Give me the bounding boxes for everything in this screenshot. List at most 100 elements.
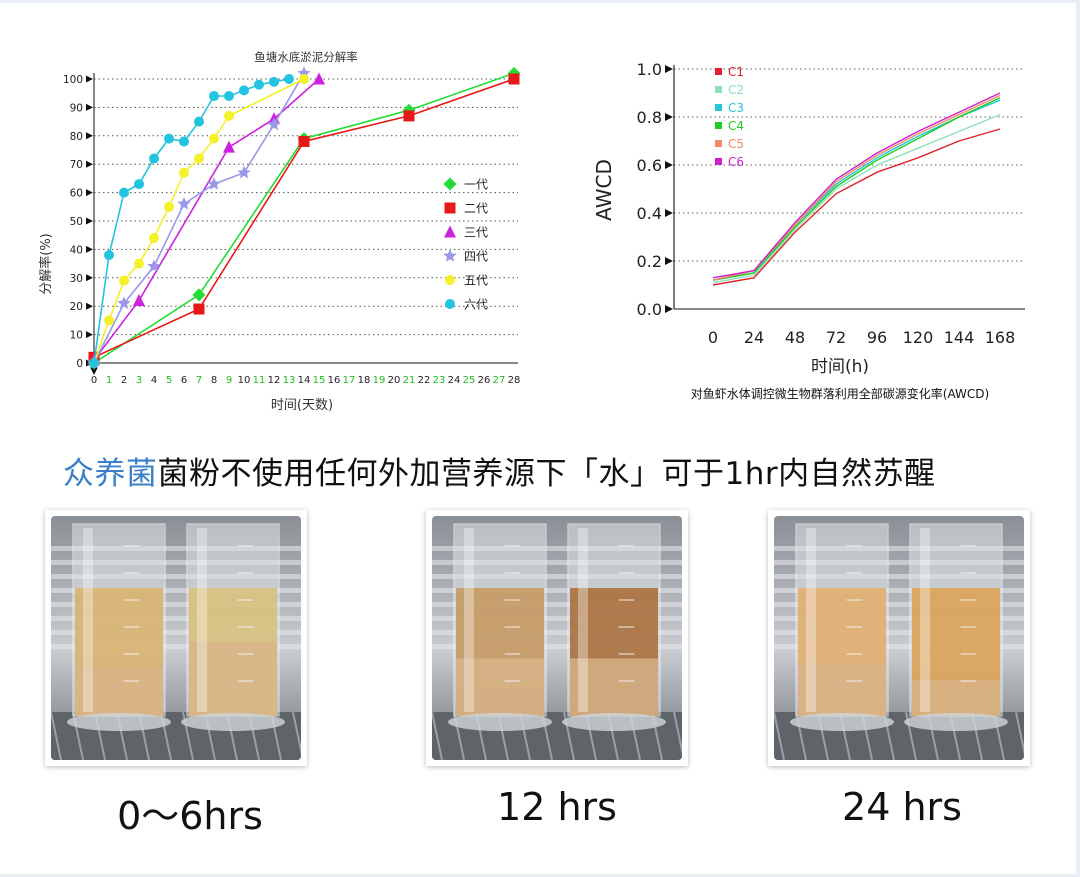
chart2-series — [712, 92, 1001, 286]
chart2-legend-marker — [715, 68, 722, 75]
shelf-stripe — [774, 630, 1024, 635]
chart1-x-tick-arrow — [90, 367, 98, 375]
chart1-x-tick-label: 24 — [448, 375, 461, 386]
chart1-y-tick-label: 50 — [70, 216, 83, 228]
chart1-legend-marker — [443, 249, 457, 262]
shelf-stripe — [51, 644, 301, 649]
chart1-point — [194, 153, 204, 164]
chart2-legend-marker — [715, 122, 722, 129]
chart2-ylabel: AWCD — [592, 159, 616, 221]
chart1-point — [133, 294, 145, 307]
chart2-caption: 对鱼虾水体调控微生物群落利用全部碳源变化率(AWCD) — [691, 386, 989, 401]
shelf-stripe — [51, 588, 301, 593]
chart2-series-line-6 — [712, 92, 1001, 279]
chart1-point — [177, 197, 191, 210]
chart1-point — [149, 233, 159, 244]
chart1-legend-label: 三代 — [464, 226, 488, 240]
cylinder-highlight — [464, 528, 474, 712]
shelf-stripe — [432, 602, 682, 607]
chart1-point — [134, 179, 144, 190]
shelf-stripe — [432, 630, 682, 635]
photo-0-6hrs — [45, 510, 307, 766]
chart1-point — [254, 79, 264, 90]
chart1-series — [87, 66, 521, 370]
chart1-y-tick-arrow — [86, 245, 93, 253]
chart1-y-tick-arrow — [86, 160, 93, 168]
chart2-axes — [673, 65, 1025, 310]
chart2-y-tick-label: 1.0 — [637, 60, 662, 79]
chart2-x-tick-label: 48 — [785, 328, 805, 347]
chart2-x-tick-label: 144 — [944, 328, 975, 347]
chart1-title: 鱼塘水底淤泥分解率 — [254, 50, 358, 64]
chart2-y-tick-arrow — [665, 209, 673, 217]
chart1-legend-label: 二代 — [464, 202, 488, 216]
cylinder-base — [904, 713, 1008, 731]
chart1-x-tick-label: 23 — [433, 375, 446, 386]
chart1-x-tick-label: 6 — [181, 375, 187, 386]
chart2-y-tick-label: 0.0 — [637, 300, 662, 319]
chart1-x-tick-label: 25 — [463, 375, 476, 386]
chart2-xlabel: 时间(h) — [811, 357, 869, 377]
chart1-point — [224, 91, 234, 102]
chart2-x-tick-label: 168 — [985, 328, 1016, 347]
chart2-y-tick-label: 0.2 — [637, 252, 662, 271]
chart1-legend-label: 一代 — [464, 178, 488, 192]
top-border — [0, 0, 1080, 3]
chart1-x-tick-label: 19 — [373, 375, 386, 386]
chart1-legend-label: 五代 — [464, 274, 488, 288]
chart1-point — [164, 133, 174, 144]
chart1-x-tick-label: 26 — [478, 375, 491, 386]
shelf-stripe — [432, 644, 682, 649]
chart2-series-line-3 — [712, 99, 1001, 281]
chart1-point — [239, 85, 249, 96]
cylinder-highlight — [83, 528, 93, 712]
chart1-y-tick-label: 80 — [70, 131, 83, 143]
chart2-series-line-5 — [712, 94, 1001, 281]
awcd-chart: 0.0 0.2 0.4 0.6 0.8 1.0 0 24 48 72 96 120 144 168 C1… — [592, 60, 1025, 401]
chart1-y-tick-label: 90 — [70, 102, 83, 114]
chart2-legend-label: C4 — [728, 119, 744, 133]
chart1-point — [119, 187, 129, 198]
chart1-point — [508, 73, 520, 85]
chart1-point — [149, 153, 159, 164]
chart1-series-line-2 — [93, 78, 515, 359]
chart1-y-tick-label: 10 — [70, 330, 83, 342]
chart1-y-tick-arrow — [86, 302, 93, 310]
shelf-stripe — [774, 616, 1024, 621]
chart1-x-tick-label: 0 — [91, 375, 97, 386]
chart2-y-tick-arrow — [665, 65, 673, 73]
chart1-series-line-3 — [93, 78, 320, 361]
cylinder-scene — [432, 516, 682, 760]
cylinder-sediment — [189, 641, 277, 716]
chart1-x-tick-label: 1 — [106, 375, 112, 386]
cylinder-highlight — [578, 528, 588, 712]
cylinder-photo — [432, 516, 682, 760]
chart1-x-tick-label: 17 — [343, 375, 356, 386]
chart1-point — [403, 110, 415, 122]
cylinder-highlight — [197, 528, 207, 712]
shelf-stripe — [432, 588, 682, 593]
cylinder-photo — [51, 516, 301, 760]
chart1-xlabel: 时间(天数) — [271, 398, 333, 413]
chart1-series-line-1 — [93, 72, 515, 364]
caption-0-6hrs: 0～6hrs — [117, 794, 263, 838]
chart1-legend-label: 四代 — [464, 250, 488, 264]
chart1-x-tick-label: 10 — [238, 375, 251, 386]
chart1-y-tick-arrow — [86, 274, 93, 282]
rack-wire — [432, 711, 443, 760]
chart1-y-tick-label: 30 — [70, 273, 83, 285]
chart1-point — [119, 275, 129, 286]
chart1-point — [89, 358, 99, 368]
chart1-point — [237, 165, 251, 179]
chart2-x-tick-label: 72 — [826, 328, 846, 347]
chart1-y-tick-label: 20 — [70, 301, 83, 313]
chart1-point — [299, 74, 309, 84]
chart1-x-tick-label: 15 — [313, 375, 326, 386]
shelf-stripe — [432, 546, 682, 551]
chart1-x-tick-label: 2 — [121, 375, 127, 386]
chart2-legend-marker — [715, 158, 722, 165]
shelf-stripe — [774, 546, 1024, 551]
cylinder-base — [562, 713, 666, 731]
rack-wire — [292, 711, 301, 756]
